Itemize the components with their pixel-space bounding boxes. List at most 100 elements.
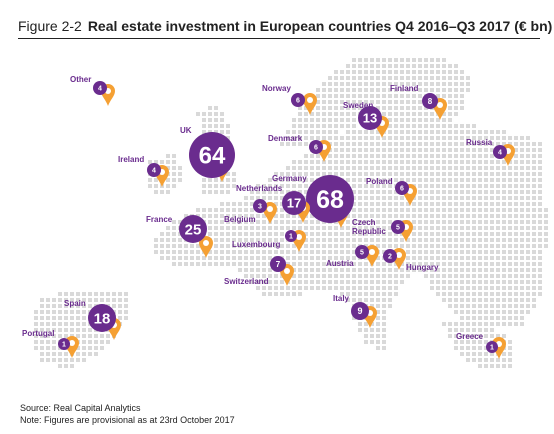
- country-label: Italy: [333, 294, 350, 303]
- country-marker-finland: 8 Finland: [390, 84, 447, 120]
- country-marker-uk: 64 UK: [180, 126, 235, 182]
- country-label: Other: [70, 75, 91, 84]
- value-label: 68: [316, 186, 344, 214]
- country-marker-norway: 6 Norway: [262, 84, 317, 115]
- country-marker-austria: 5 Austria: [326, 245, 379, 268]
- country-label: Netherlands: [236, 184, 283, 193]
- value-bubble: [282, 191, 306, 215]
- figure-title-bar: Figure 2-2 Real estate investment in Euro…: [18, 18, 552, 39]
- value-bubble: [358, 106, 382, 130]
- value-label: 6: [314, 145, 318, 152]
- value-bubble: [383, 249, 397, 263]
- country-marker-denmark: 6 Denmark: [268, 134, 331, 162]
- country-label: Norway: [262, 84, 291, 93]
- country-label: Hungary: [406, 263, 439, 272]
- value-label: 7: [276, 260, 281, 269]
- value-bubble: [493, 145, 507, 159]
- country-label: Denmark: [268, 134, 303, 143]
- value-label: 1: [490, 345, 494, 352]
- pin-hole: [396, 252, 402, 258]
- country-marker-germany: 68 Germany: [272, 174, 354, 228]
- country-label: Germany: [272, 174, 307, 183]
- country-label: Spain: [64, 299, 86, 308]
- provisional-note: Note: Figures are provisional as at 23rd…: [20, 415, 235, 425]
- value-label: 1: [289, 234, 293, 241]
- country-marker-other: 4 Other: [70, 75, 115, 106]
- country-label: Switzerland: [224, 277, 269, 286]
- country-label: Greece: [456, 332, 484, 341]
- value-label: 2: [388, 254, 392, 261]
- country-marker-netherlands: 17 Netherlands: [236, 184, 310, 223]
- value-label: 6: [296, 98, 300, 105]
- country-marker-italy: 9 Italy: [333, 294, 377, 328]
- location-pin-icon: [199, 236, 213, 258]
- value-bubble: [179, 215, 207, 243]
- source-note: Source: Real Capital Analytics: [20, 403, 141, 413]
- location-pin-icon: [303, 93, 317, 115]
- country-marker-portugal: 1 Portugal: [22, 329, 79, 358]
- country-marker-switzerland: 7 Switzerland: [224, 256, 294, 286]
- country-marker-ireland: 4 Ireland: [118, 155, 169, 187]
- value-bubble: [147, 163, 161, 177]
- value-label: 64: [199, 143, 226, 170]
- country-label: Poland: [366, 177, 393, 186]
- value-label: 25: [185, 221, 202, 238]
- pin-hole: [296, 234, 302, 240]
- pin-hole: [203, 240, 209, 246]
- value-label: 17: [287, 196, 301, 211]
- pin-hole: [267, 206, 273, 212]
- country-label: Czech Republic: [352, 218, 386, 236]
- value-bubble: [253, 199, 267, 213]
- value-label: 8: [428, 97, 433, 106]
- country-marker-czech-republic: 5 Czech Republic: [352, 218, 413, 242]
- country-label: Austria: [326, 259, 354, 268]
- value-bubble: [309, 140, 323, 154]
- country-marker-greece: 1 Greece: [456, 332, 506, 359]
- value-bubble: [306, 175, 354, 223]
- pin-hole: [437, 102, 443, 108]
- country-marker-spain: 18 Spain: [64, 299, 121, 340]
- figure-title: Real estate investment in European count…: [87, 18, 553, 34]
- country-label: Luxembourg: [232, 240, 281, 249]
- value-label: 4: [98, 86, 102, 93]
- value-bubble: [291, 93, 305, 107]
- value-bubble: [422, 93, 438, 109]
- value-label: 4: [498, 150, 502, 157]
- pin-hole: [284, 268, 290, 274]
- figure-label: Figure 2-2: [18, 18, 82, 34]
- value-bubble: [93, 81, 107, 95]
- value-bubble: [58, 338, 70, 350]
- country-label: France: [146, 215, 173, 224]
- country-label: Russia: [466, 138, 493, 147]
- country-label: Ireland: [118, 155, 144, 164]
- value-bubble: [88, 304, 116, 332]
- value-label: 1: [62, 342, 66, 349]
- value-bubble: [270, 256, 286, 272]
- country-label: Belgium: [224, 215, 256, 224]
- country-label: UK: [180, 126, 192, 135]
- value-label: 13: [363, 111, 377, 126]
- value-label: 9: [357, 306, 362, 316]
- value-label: 5: [360, 250, 364, 257]
- value-label: 5: [396, 225, 400, 232]
- country-label: Portugal: [22, 329, 54, 338]
- country-label: Finland: [390, 84, 419, 93]
- country-marker-poland: 6 Poland: [366, 177, 417, 206]
- value-bubble: [486, 341, 498, 353]
- value-label: 3: [258, 204, 262, 211]
- country-marker-luxembourg: 1 Luxembourg: [232, 230, 306, 252]
- value-label: 18: [94, 310, 111, 327]
- value-bubble: [391, 220, 405, 234]
- value-bubble: [351, 302, 369, 320]
- value-bubble: [355, 245, 369, 259]
- value-label: 4: [152, 168, 156, 175]
- value-bubble: [395, 181, 409, 195]
- country-marker-hungary: 2 Hungary: [383, 248, 439, 272]
- value-label: 6: [400, 186, 404, 193]
- value-bubble: [285, 230, 297, 242]
- pin-hole: [369, 249, 375, 255]
